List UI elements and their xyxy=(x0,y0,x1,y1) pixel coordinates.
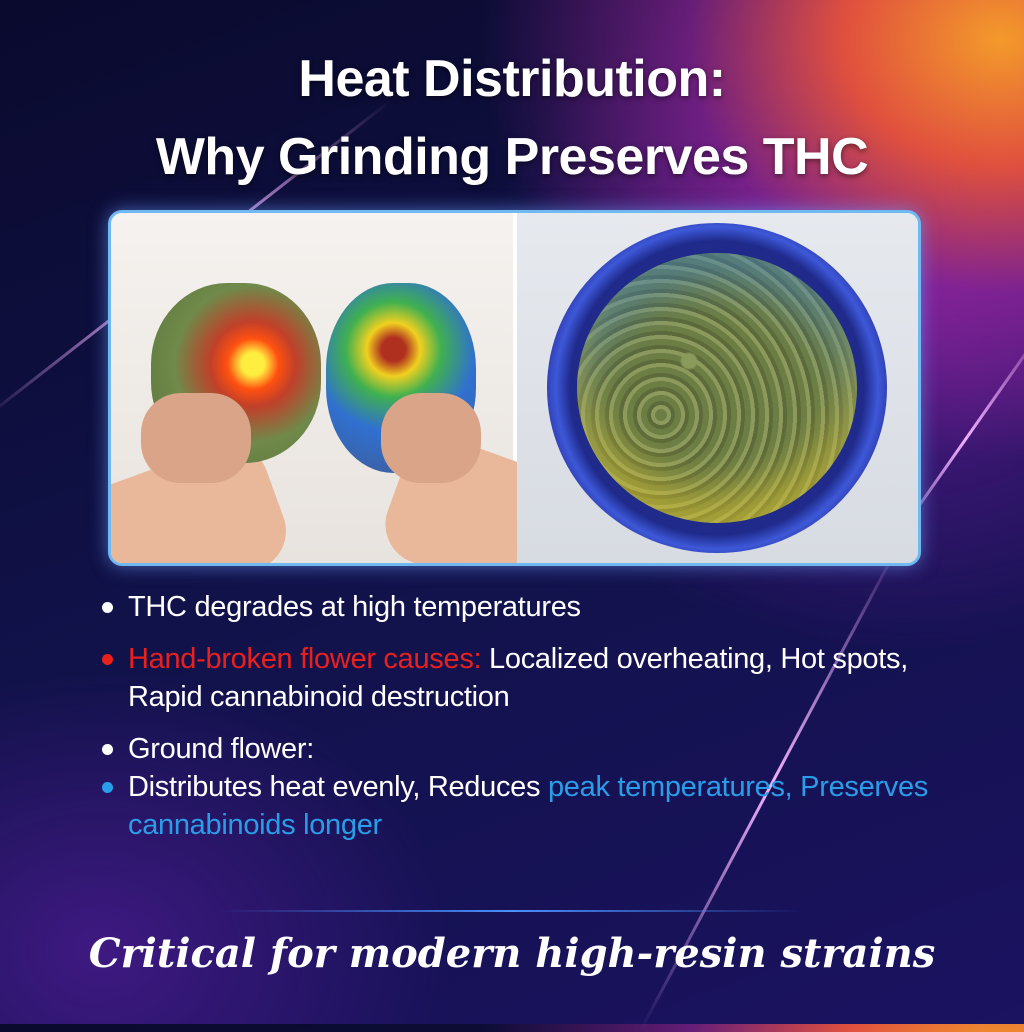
footer-tagline: Critical for modern high-resin strains xyxy=(88,930,936,977)
hand-broken-bud-photo xyxy=(111,213,588,563)
bullet-item: Ground flower: xyxy=(100,730,980,768)
comparison-image-panel xyxy=(108,210,921,566)
page-title: Heat Distribution: Why Grinding Preserve… xyxy=(0,40,1024,196)
bullet-dot xyxy=(102,782,113,793)
ground-flower-photo xyxy=(517,213,918,563)
bullet-list: THC degrades at high temperatures Hand-b… xyxy=(100,588,980,858)
bullet-dot xyxy=(102,654,113,665)
divider xyxy=(220,910,804,912)
bullet-item: Distributes heat evenly, Reduces peak te… xyxy=(100,768,980,844)
title-line-2: Why Grinding Preserves THC xyxy=(155,128,869,186)
bullet-dot xyxy=(102,744,113,755)
title-line-1: Heat Distribution: xyxy=(298,50,726,108)
bullet-item: Hand-broken flower causes: Localized ove… xyxy=(100,640,980,716)
bullet-dot xyxy=(102,602,113,613)
bullet-item: THC degrades at high temperatures xyxy=(100,588,980,626)
